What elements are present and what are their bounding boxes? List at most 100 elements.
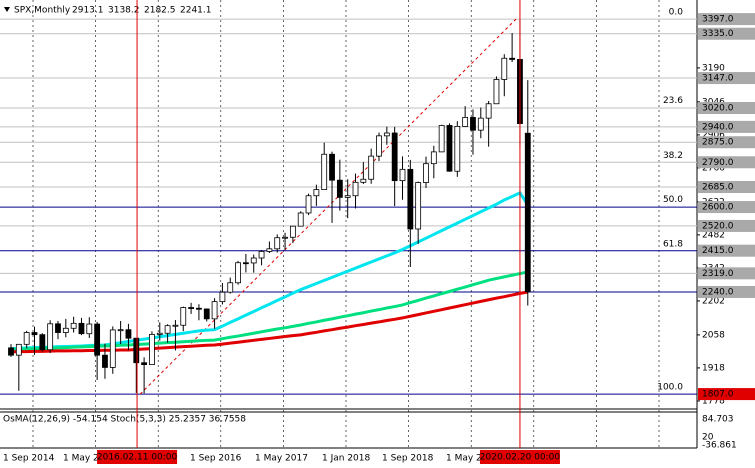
candle-body bbox=[258, 251, 265, 259]
x-label: 1 May 2017 bbox=[255, 454, 308, 464]
candle-body bbox=[470, 117, 476, 131]
candle-body bbox=[360, 178, 367, 183]
candle-body bbox=[242, 262, 249, 265]
candle-body bbox=[407, 168, 414, 230]
level-label: 2240.0 bbox=[702, 287, 734, 297]
candle-body bbox=[493, 79, 500, 105]
candle-body bbox=[211, 301, 218, 320]
candle-body bbox=[117, 329, 124, 332]
candle-body bbox=[274, 237, 281, 250]
x-label: 1 May 2015 bbox=[63, 454, 116, 464]
candle-body bbox=[31, 332, 38, 336]
candle-body bbox=[376, 135, 382, 157]
candle-body bbox=[39, 334, 46, 351]
candle-body bbox=[352, 181, 359, 197]
candle-body bbox=[336, 179, 343, 198]
ohlc-value: 2913.1 bbox=[72, 6, 104, 16]
level-label: 3147.0 bbox=[702, 74, 734, 84]
level-label: 2685.0 bbox=[702, 183, 734, 193]
candle-body bbox=[415, 182, 422, 230]
y-tick-label: 1918 bbox=[702, 363, 725, 373]
candle-body bbox=[297, 212, 304, 227]
menu-arrow[interactable] bbox=[4, 7, 10, 12]
level-box bbox=[698, 267, 755, 280]
candle-body bbox=[156, 332, 163, 335]
candle-body bbox=[485, 103, 492, 119]
candle-body bbox=[477, 117, 484, 131]
fib-label: 61.8 bbox=[663, 239, 683, 249]
candle-body bbox=[203, 308, 210, 320]
level-box bbox=[698, 27, 755, 40]
level-box bbox=[698, 201, 755, 214]
indicator-label: 20 bbox=[702, 433, 714, 443]
x-label: 1 May 2019 bbox=[446, 454, 499, 464]
candle-body bbox=[188, 307, 194, 309]
candle-body bbox=[141, 362, 148, 366]
fib-trend bbox=[139, 18, 517, 395]
candle-body bbox=[8, 347, 14, 356]
candle-body bbox=[133, 337, 140, 364]
candle-body bbox=[368, 155, 375, 180]
ohlc-value: 2182.5 bbox=[144, 6, 176, 16]
candle-body bbox=[399, 168, 406, 182]
y-tick-label: 2202 bbox=[702, 296, 725, 306]
indicator-title: OsMA(12,26,9) -54.154 Stoch(5,3,3) 25.23… bbox=[3, 415, 246, 425]
level-label: 2875.0 bbox=[702, 138, 734, 148]
level-label: 3020.0 bbox=[702, 104, 734, 114]
candle-body bbox=[15, 343, 22, 356]
marker-label: 2016.02.11 00:00 bbox=[97, 453, 178, 463]
candle-body bbox=[509, 57, 516, 60]
y-tick-label: 3190 bbox=[702, 63, 725, 73]
fib-label: 100.0 bbox=[657, 383, 683, 393]
level-label: 2600.0 bbox=[702, 203, 734, 213]
fib-label: 38.2 bbox=[663, 151, 683, 161]
candle-body bbox=[149, 334, 155, 366]
y-tick-label: 2766 bbox=[702, 163, 725, 173]
x-label: 1 Sep 2014 bbox=[3, 454, 55, 464]
candle-body bbox=[321, 153, 328, 191]
level-box bbox=[698, 219, 755, 232]
candle-body bbox=[172, 324, 179, 327]
candle-body bbox=[454, 126, 461, 172]
candle-body bbox=[94, 323, 101, 356]
x-label: 1 Jan 2018 bbox=[322, 454, 370, 464]
candle-body bbox=[305, 195, 312, 214]
candle-body bbox=[524, 132, 531, 293]
marker-box bbox=[479, 450, 560, 464]
candle-body bbox=[227, 282, 234, 293]
candle-body bbox=[78, 322, 85, 335]
candle-body bbox=[164, 325, 171, 334]
level-label: 2940.0 bbox=[702, 122, 734, 132]
y-tick-label: 1778 bbox=[702, 396, 725, 406]
candle-body bbox=[423, 163, 429, 183]
candle-body bbox=[180, 307, 187, 326]
candle-body bbox=[196, 307, 202, 310]
level-box bbox=[698, 181, 755, 194]
indicator-label: -36.861 bbox=[702, 441, 737, 451]
candle-body bbox=[462, 117, 469, 127]
candle-body bbox=[55, 323, 61, 333]
y-tick-label: 2906 bbox=[702, 130, 725, 140]
x-label: 1 Sep 2016 bbox=[190, 454, 242, 464]
candle-body bbox=[430, 151, 437, 165]
candle-body bbox=[391, 132, 398, 182]
candle-body bbox=[70, 322, 77, 329]
ohlc-value: 2241.1 bbox=[180, 6, 212, 16]
candle-body bbox=[86, 323, 93, 335]
level-label: 2520.0 bbox=[702, 221, 734, 231]
candle-body bbox=[313, 189, 320, 197]
y-tick-label: 2482 bbox=[702, 230, 725, 240]
marker-label: 2020.02.20 00:00 bbox=[480, 453, 561, 463]
candle-body bbox=[109, 329, 116, 368]
fib-label: 0.0 bbox=[669, 8, 684, 18]
level-label: 3397.0 bbox=[702, 15, 734, 25]
marker-box bbox=[97, 450, 178, 464]
level-box bbox=[698, 156, 755, 169]
level-box bbox=[698, 388, 755, 401]
level-label: 3335.0 bbox=[702, 29, 734, 39]
candle-body bbox=[282, 236, 288, 239]
level-label: 2790.0 bbox=[702, 158, 734, 168]
y-tick-label: 2058 bbox=[702, 330, 725, 340]
